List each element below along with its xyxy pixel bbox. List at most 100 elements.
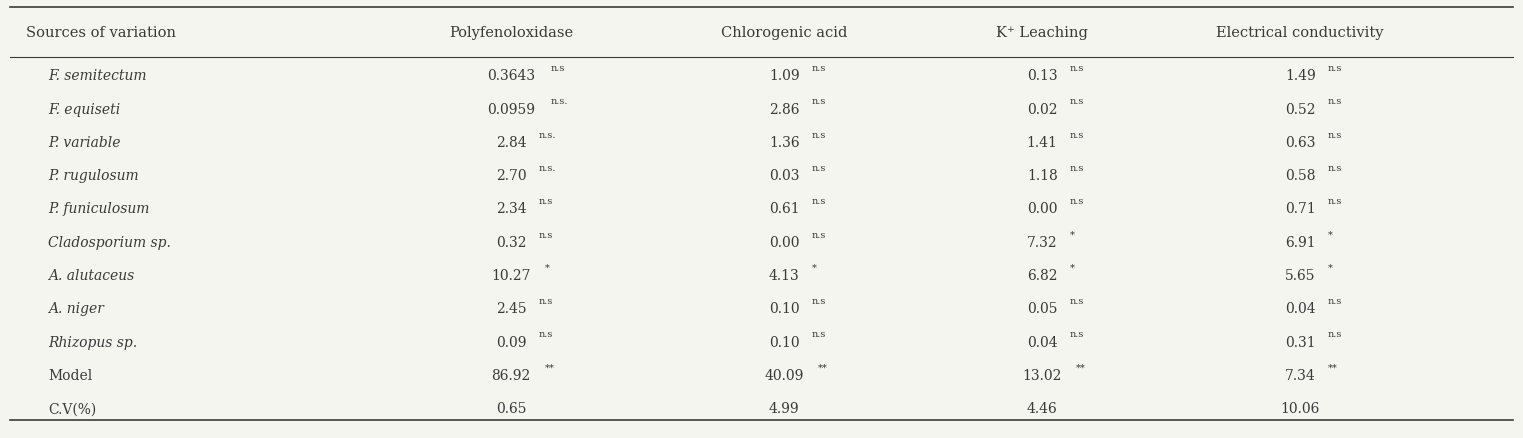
Text: n.s: n.s <box>1069 131 1084 140</box>
Text: n.s: n.s <box>812 131 827 140</box>
Text: 0.63: 0.63 <box>1285 136 1316 150</box>
Text: C.V(%): C.V(%) <box>49 402 96 416</box>
Text: 1.18: 1.18 <box>1027 169 1057 183</box>
Text: F. equiseti: F. equiseti <box>49 102 120 117</box>
Text: 0.3643: 0.3643 <box>487 69 535 83</box>
Text: 10.27: 10.27 <box>492 269 532 283</box>
Text: n.s: n.s <box>1328 330 1342 339</box>
Text: n.s: n.s <box>812 97 827 106</box>
Text: 6.91: 6.91 <box>1285 236 1316 250</box>
Text: 0.04: 0.04 <box>1285 302 1316 316</box>
Text: n.s: n.s <box>812 330 827 339</box>
Text: **: ** <box>818 364 827 373</box>
Text: **: ** <box>545 364 554 373</box>
Text: n.s: n.s <box>1069 97 1084 106</box>
Text: F. semitectum: F. semitectum <box>49 69 146 83</box>
Text: n.s.: n.s. <box>539 164 556 173</box>
Text: 0.58: 0.58 <box>1285 169 1316 183</box>
Text: 1.36: 1.36 <box>769 136 800 150</box>
Text: A. alutaceus: A. alutaceus <box>49 269 134 283</box>
Text: 6.82: 6.82 <box>1027 269 1057 283</box>
Text: Electrical conductivity: Electrical conductivity <box>1217 26 1384 40</box>
Text: Cladosporium sp.: Cladosporium sp. <box>49 236 171 250</box>
Text: 7.32: 7.32 <box>1027 236 1057 250</box>
Text: n.s: n.s <box>1069 164 1084 173</box>
Text: n.s: n.s <box>539 230 553 240</box>
Text: A. niger: A. niger <box>49 302 104 316</box>
Text: *: * <box>1069 230 1075 240</box>
Text: n.s: n.s <box>1328 164 1342 173</box>
Text: Sources of variation: Sources of variation <box>26 26 175 40</box>
Text: 2.86: 2.86 <box>769 102 800 117</box>
Text: Rhizopus sp.: Rhizopus sp. <box>49 336 137 350</box>
Text: 1.09: 1.09 <box>769 69 800 83</box>
Text: 40.09: 40.09 <box>765 369 804 383</box>
Text: 0.05: 0.05 <box>1027 302 1057 316</box>
Text: 1.41: 1.41 <box>1027 136 1057 150</box>
Text: 0.0959: 0.0959 <box>487 102 535 117</box>
Text: 0.10: 0.10 <box>769 302 800 316</box>
Text: 0.02: 0.02 <box>1027 102 1057 117</box>
Text: *: * <box>1328 264 1333 273</box>
Text: **: ** <box>1328 364 1337 373</box>
Text: 2.84: 2.84 <box>496 136 527 150</box>
Text: **: ** <box>1075 364 1086 373</box>
Text: n.s.: n.s. <box>539 131 556 140</box>
Text: 0.52: 0.52 <box>1285 102 1316 117</box>
Text: n.s: n.s <box>812 297 827 306</box>
Text: n.s: n.s <box>1328 297 1342 306</box>
Text: n.s: n.s <box>812 230 827 240</box>
Text: n.s: n.s <box>1328 197 1342 206</box>
Text: 1.49: 1.49 <box>1285 69 1316 83</box>
Text: n.s: n.s <box>812 164 827 173</box>
Text: *: * <box>545 264 550 273</box>
Text: 0.65: 0.65 <box>496 402 527 416</box>
Text: n.s: n.s <box>1328 97 1342 106</box>
Text: K⁺ Leaching: K⁺ Leaching <box>996 26 1087 40</box>
Text: 0.04: 0.04 <box>1027 336 1057 350</box>
Text: n.s: n.s <box>550 64 565 73</box>
Text: 10.06: 10.06 <box>1281 402 1320 416</box>
Text: n.s.: n.s. <box>550 97 568 106</box>
Text: n.s: n.s <box>1069 64 1084 73</box>
Text: P. variable: P. variable <box>49 136 120 150</box>
Text: n.s: n.s <box>539 297 553 306</box>
Text: n.s: n.s <box>1328 131 1342 140</box>
Text: n.s: n.s <box>1069 197 1084 206</box>
Text: n.s: n.s <box>812 64 827 73</box>
Text: n.s: n.s <box>539 330 553 339</box>
Text: P. funiculosum: P. funiculosum <box>49 202 149 216</box>
Text: 2.70: 2.70 <box>496 169 527 183</box>
Text: *: * <box>812 264 816 273</box>
Text: 2.45: 2.45 <box>496 302 527 316</box>
Text: n.s: n.s <box>1069 330 1084 339</box>
Text: 7.34: 7.34 <box>1285 369 1316 383</box>
Text: 2.34: 2.34 <box>496 202 527 216</box>
Text: Chlorogenic acid: Chlorogenic acid <box>720 26 847 40</box>
Text: Model: Model <box>49 369 93 383</box>
Text: 0.13: 0.13 <box>1027 69 1057 83</box>
Text: *: * <box>1328 230 1333 240</box>
Text: 0.32: 0.32 <box>496 236 527 250</box>
Text: 13.02: 13.02 <box>1022 369 1062 383</box>
Text: 86.92: 86.92 <box>492 369 530 383</box>
Text: 0.00: 0.00 <box>1027 202 1057 216</box>
Text: Polyfenoloxidase: Polyfenoloxidase <box>449 26 573 40</box>
Text: 5.65: 5.65 <box>1285 269 1316 283</box>
Text: 0.00: 0.00 <box>769 236 800 250</box>
Text: *: * <box>1069 264 1075 273</box>
Text: 0.61: 0.61 <box>769 202 800 216</box>
Text: n.s: n.s <box>1069 297 1084 306</box>
Text: 0.03: 0.03 <box>769 169 800 183</box>
Text: n.s: n.s <box>539 197 553 206</box>
Text: 0.31: 0.31 <box>1285 336 1316 350</box>
Text: 4.99: 4.99 <box>769 402 800 416</box>
Text: 0.71: 0.71 <box>1285 202 1316 216</box>
Text: 4.46: 4.46 <box>1027 402 1057 416</box>
Text: n.s: n.s <box>1328 64 1342 73</box>
Text: 0.09: 0.09 <box>496 336 527 350</box>
Text: n.s: n.s <box>812 197 827 206</box>
Text: 0.10: 0.10 <box>769 336 800 350</box>
Text: P. rugulosum: P. rugulosum <box>49 169 139 183</box>
Text: 4.13: 4.13 <box>769 269 800 283</box>
